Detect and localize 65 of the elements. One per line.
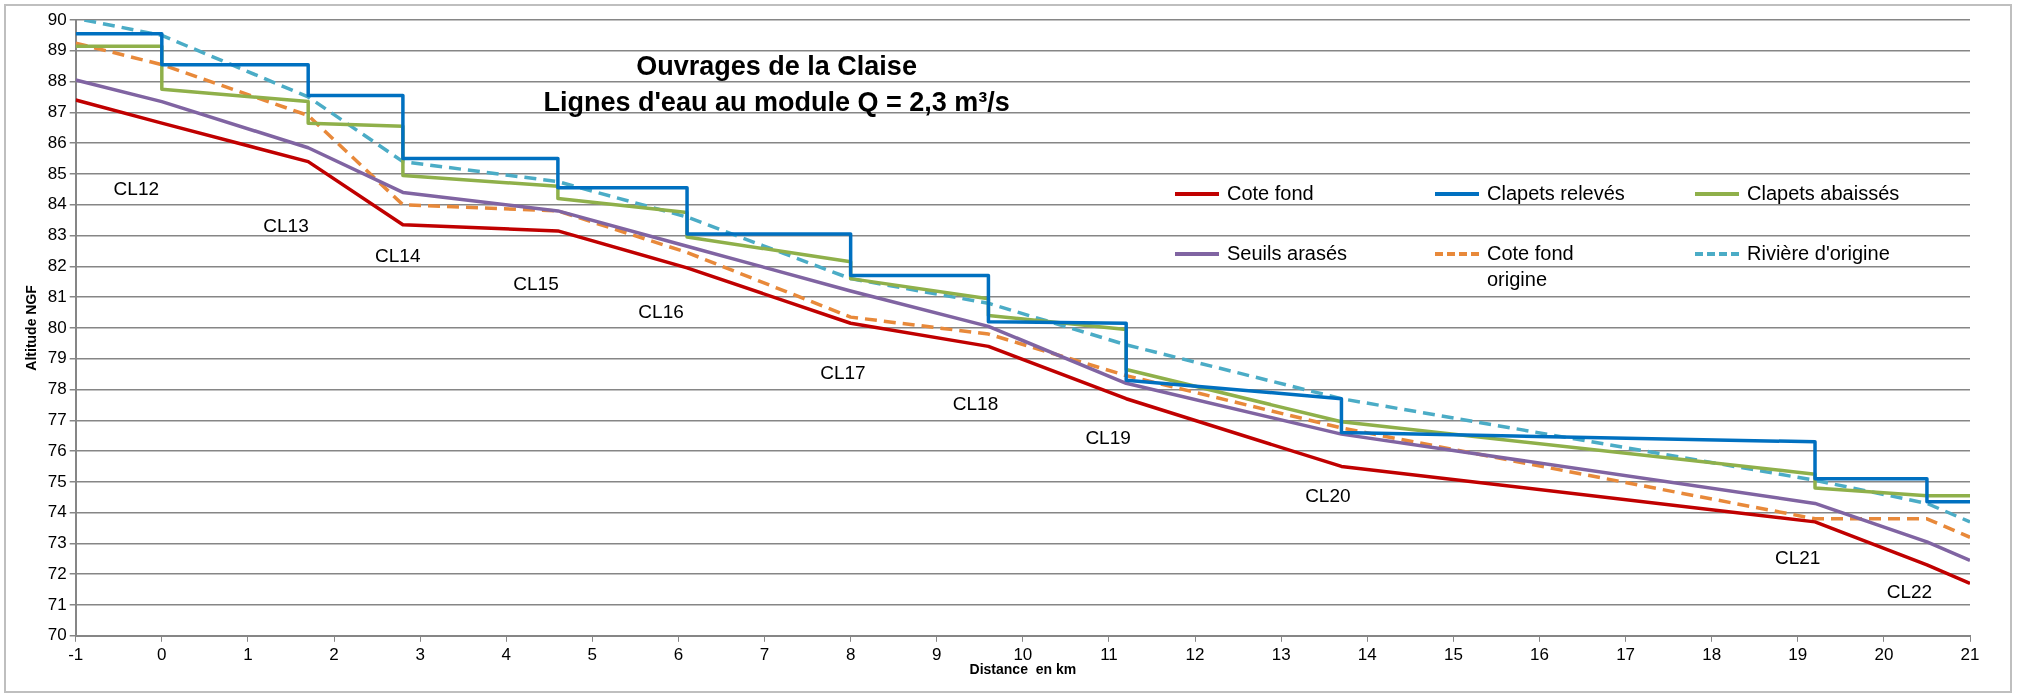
x-tick-label: 21 bbox=[1960, 644, 1980, 664]
annotation: CL16 bbox=[638, 300, 684, 322]
x-tick-label: 13 bbox=[1271, 644, 1291, 664]
x-tick-label: 3 bbox=[415, 644, 425, 664]
x-tick-label: 20 bbox=[1874, 644, 1894, 664]
annotation: CL22 bbox=[1886, 580, 1933, 602]
x-tick-label: 16 bbox=[1530, 644, 1549, 664]
y-tick-label: 85 bbox=[47, 163, 67, 183]
x-tick-label: 17 bbox=[1616, 644, 1636, 664]
y-tick-label: 83 bbox=[47, 225, 67, 245]
annotation: CL12 bbox=[113, 177, 160, 199]
annotation: CL14 bbox=[375, 245, 421, 267]
legend-label: Clapets relevés bbox=[1487, 181, 1625, 207]
x-tick-label: 7 bbox=[759, 644, 770, 664]
x-tick-label: 8 bbox=[845, 644, 856, 664]
legend-label: Rivière d'origine bbox=[1747, 241, 1890, 267]
y-tick-label: 73 bbox=[47, 533, 67, 553]
legend-label: Clapets abaissés bbox=[1747, 181, 1900, 207]
y-tick-label: 77 bbox=[47, 409, 67, 429]
x-tick-label: 15 bbox=[1443, 644, 1463, 664]
x-tick-label: 2 bbox=[329, 644, 339, 664]
y-tick-label: 86 bbox=[47, 132, 67, 152]
x-tick-label: 12 bbox=[1185, 644, 1205, 664]
y-tick-label: 70 bbox=[47, 625, 67, 645]
x-tick-label: 10 bbox=[1013, 644, 1033, 664]
y-tick-label: 74 bbox=[47, 502, 67, 522]
annotation: CL21 bbox=[1774, 547, 1821, 569]
annotation: CL20 bbox=[1305, 485, 1351, 507]
x-tick-label: 11 bbox=[1100, 644, 1118, 664]
x-tick-label: 1 bbox=[243, 644, 253, 664]
x-tick-label: 9 bbox=[932, 644, 942, 664]
annotation: CL13 bbox=[263, 214, 309, 236]
legend-label: Cote fond origine bbox=[1487, 241, 1575, 293]
y-tick-label: 84 bbox=[47, 194, 67, 214]
y-tick-label: 80 bbox=[47, 317, 67, 337]
y-tick-label: 82 bbox=[47, 256, 67, 276]
y-axis-title: Altitude NGF bbox=[23, 284, 40, 371]
text: Lignes d'eau au module Q = 2,3 m³/s bbox=[542, 86, 1011, 119]
x-tick-label: 6 bbox=[673, 644, 684, 664]
y-tick-label: 76 bbox=[47, 440, 67, 460]
text: Ouvrages de la Claise bbox=[635, 50, 918, 83]
annotation: CL19 bbox=[1085, 426, 1131, 448]
y-tick-label: 88 bbox=[47, 71, 67, 91]
y-tick-label: 78 bbox=[47, 379, 67, 399]
annotation: CL17 bbox=[820, 362, 866, 384]
x-tick-label: 18 bbox=[1702, 644, 1722, 664]
legend-label: Seuils arasés bbox=[1227, 241, 1348, 267]
x-tick-label: 14 bbox=[1357, 644, 1377, 664]
y-tick-label: 72 bbox=[47, 563, 67, 583]
y-tick-label: 75 bbox=[47, 471, 67, 491]
y-tick-label: 71 bbox=[47, 594, 67, 614]
y-tick-label: 90 bbox=[47, 9, 67, 29]
x-tick-label: 5 bbox=[587, 644, 598, 664]
x-tick-label: 4 bbox=[501, 644, 511, 664]
legend-label: Cote fond bbox=[1227, 181, 1314, 207]
x-tick-label: -1 bbox=[68, 644, 84, 664]
y-tick-label: 89 bbox=[47, 40, 67, 60]
annotation: CL18 bbox=[952, 393, 999, 415]
x-axis-title: Distance en km bbox=[969, 661, 1077, 678]
y-tick-label: 79 bbox=[47, 348, 67, 368]
x-tick-label: 19 bbox=[1788, 644, 1808, 664]
y-tick-label: 81 bbox=[47, 286, 67, 306]
x-tick-label: 0 bbox=[157, 644, 167, 664]
y-tick-label: 87 bbox=[47, 102, 67, 122]
annotation: CL15 bbox=[513, 273, 559, 295]
